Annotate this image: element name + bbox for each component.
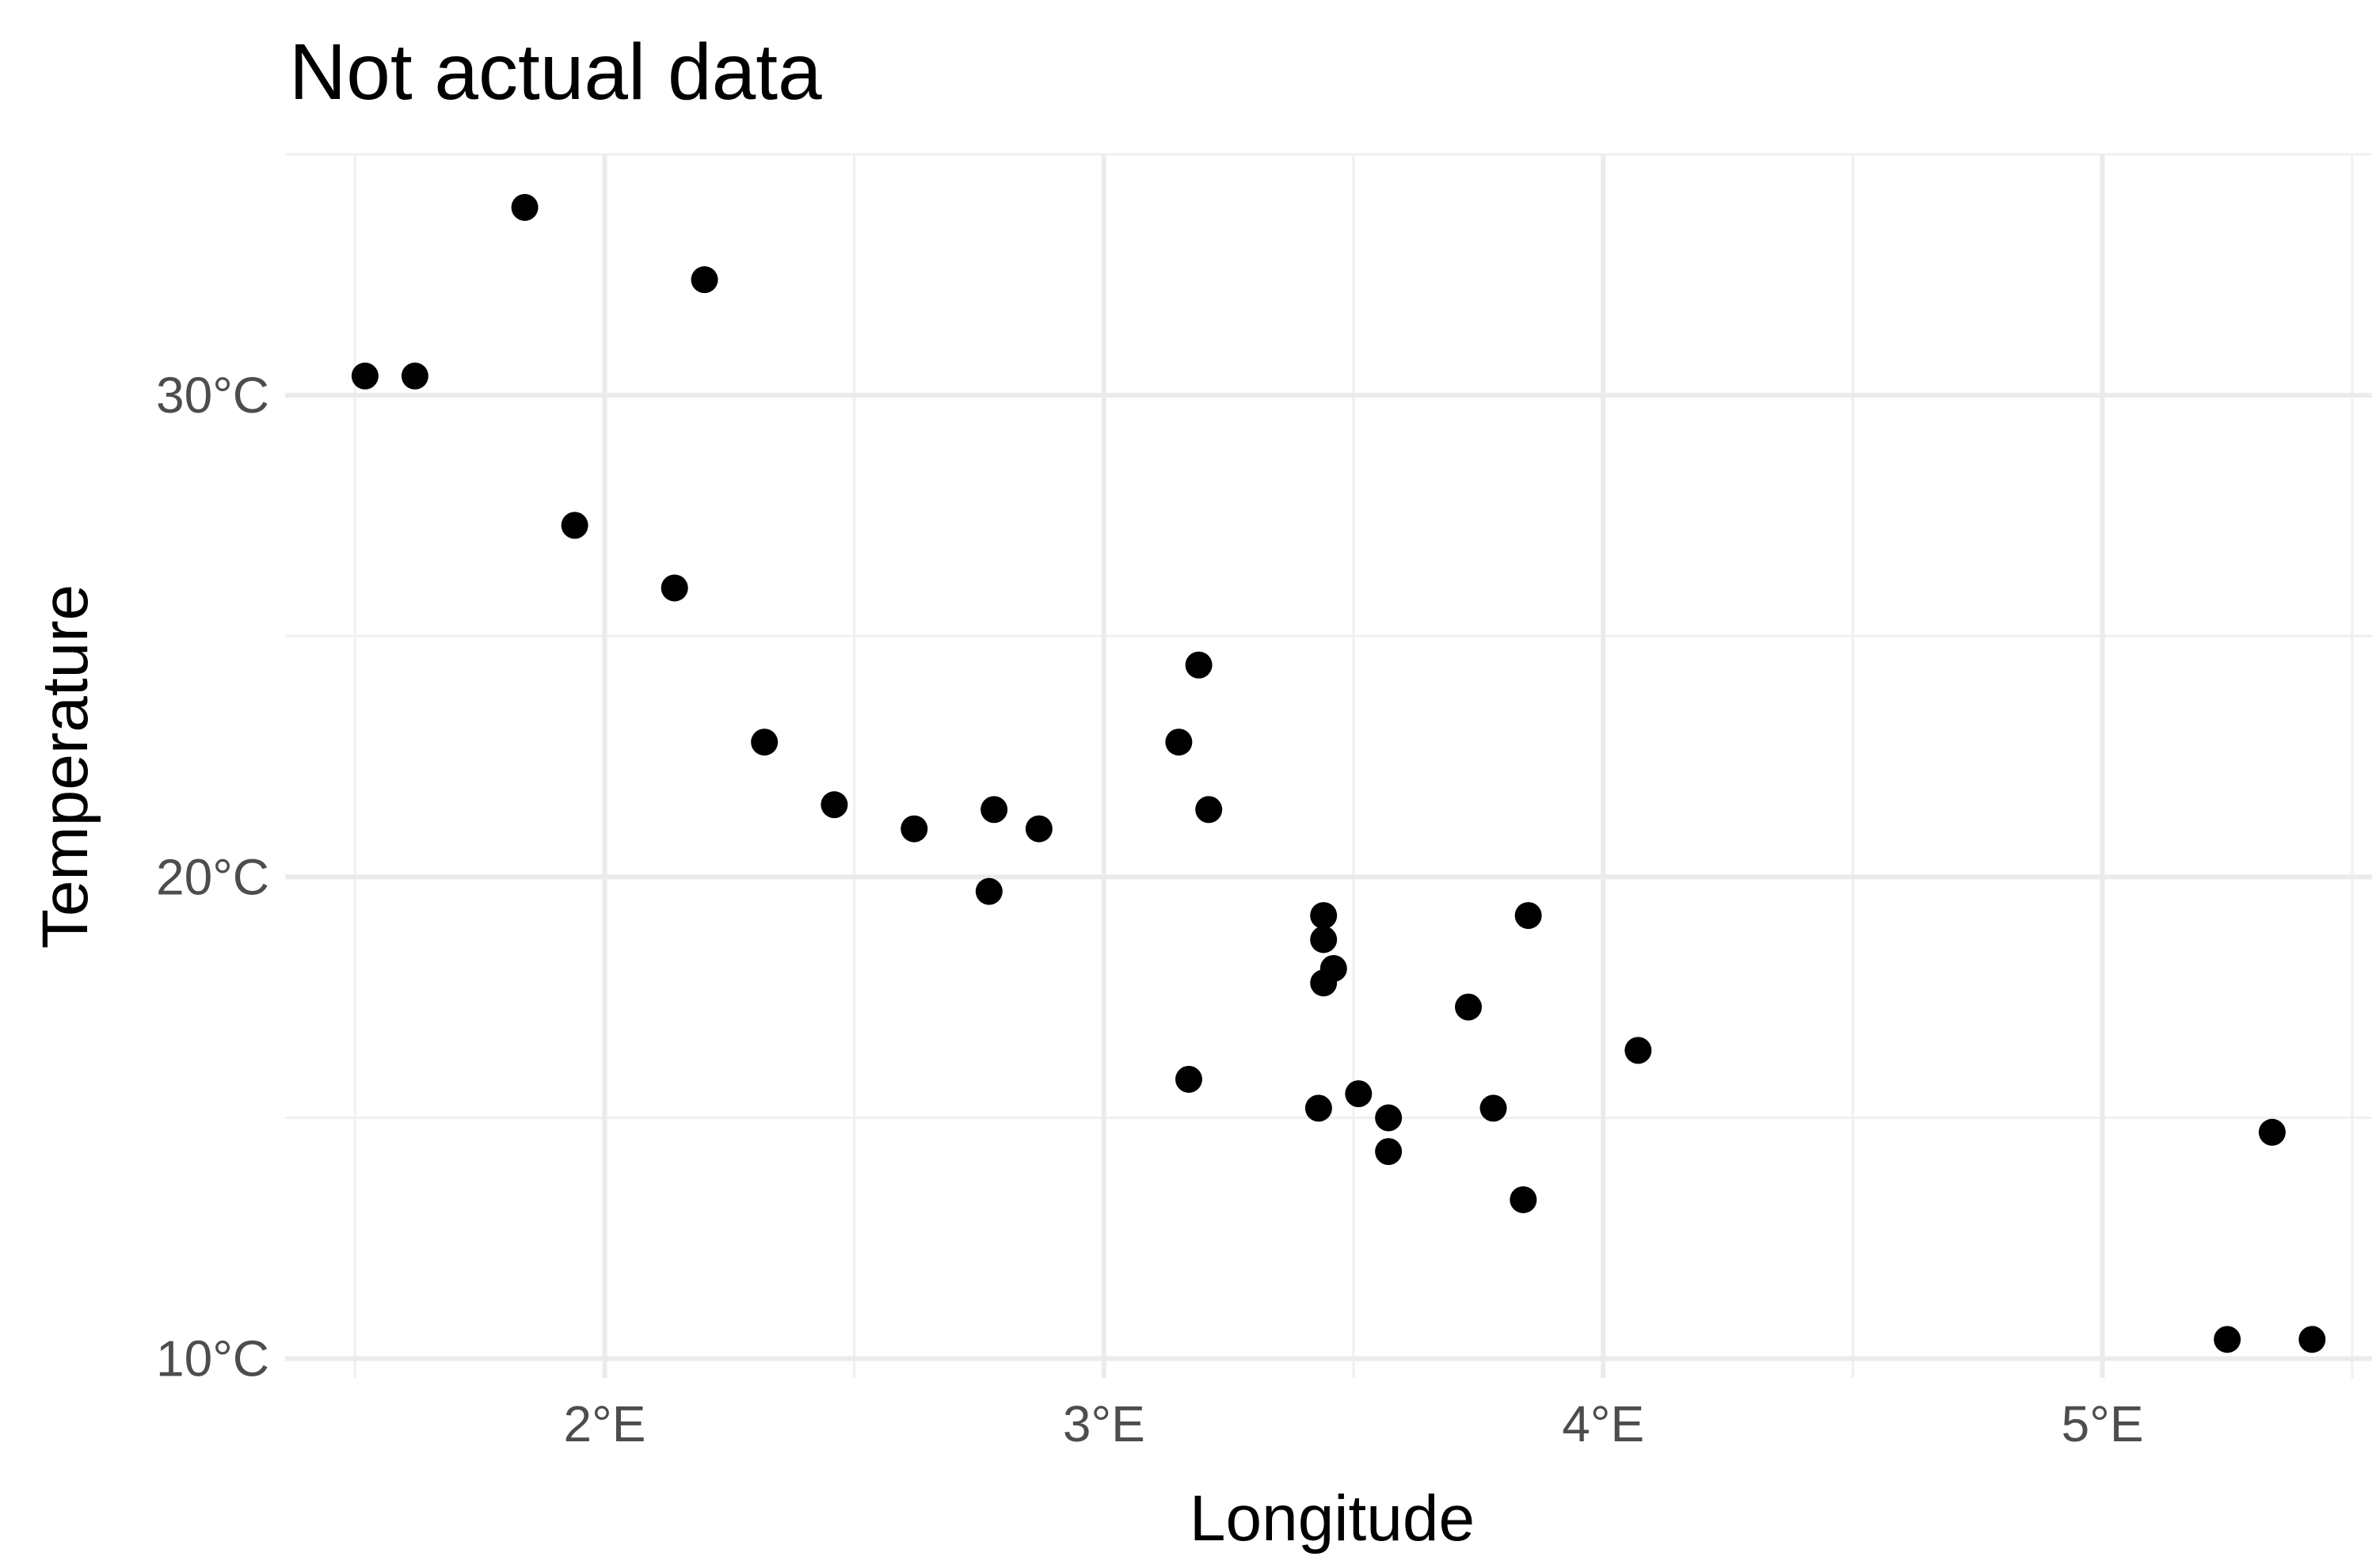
data-point — [821, 791, 848, 819]
data-point — [1195, 796, 1223, 824]
grid-layer — [285, 153, 2372, 1378]
data-point — [1510, 1186, 1537, 1213]
data-point — [1514, 902, 1542, 930]
data-point — [901, 815, 928, 843]
data-point — [1455, 993, 1483, 1021]
data-point — [1345, 1080, 1373, 1108]
y-tick-label: 20°C — [156, 848, 269, 905]
data-point — [1175, 1065, 1202, 1093]
x-tick-label: 2°E — [564, 1395, 646, 1452]
data-point — [975, 877, 1003, 905]
data-point — [401, 362, 428, 390]
tick-layer: 2°E 3°E 4°E 5°E 10°C 20°C 30°C — [156, 367, 2144, 1452]
data-point — [1624, 1037, 1652, 1064]
data-point — [751, 729, 779, 756]
data-point — [1310, 902, 1338, 930]
data-point — [2214, 1326, 2241, 1353]
data-point — [1479, 1094, 1507, 1122]
x-axis-title: Longitude — [1190, 1482, 1475, 1555]
data-point — [661, 574, 688, 602]
x-tick-label: 4°E — [1562, 1395, 1644, 1452]
data-point — [561, 512, 588, 539]
data-point — [2298, 1326, 2326, 1353]
data-point — [1304, 1094, 1332, 1122]
data-point — [1025, 815, 1053, 843]
data-point — [1375, 1138, 1403, 1166]
data-point — [1319, 954, 1347, 982]
data-point — [2258, 1118, 2286, 1146]
x-tick-label: 3°E — [1063, 1395, 1145, 1452]
data-point — [1185, 651, 1213, 679]
chart-title: Not actual data — [289, 28, 822, 116]
y-axis-title: Temperature — [29, 584, 101, 949]
points-layer — [351, 193, 2326, 1353]
data-point — [1165, 729, 1193, 756]
data-point — [980, 796, 1008, 824]
data-point — [1375, 1104, 1403, 1132]
data-point — [1310, 926, 1338, 953]
y-tick-label: 30°C — [156, 367, 269, 424]
data-point — [691, 266, 718, 294]
data-point — [511, 193, 539, 221]
y-tick-label: 10°C — [156, 1330, 269, 1387]
x-tick-label: 5°E — [2062, 1395, 2144, 1452]
data-point — [351, 362, 379, 390]
